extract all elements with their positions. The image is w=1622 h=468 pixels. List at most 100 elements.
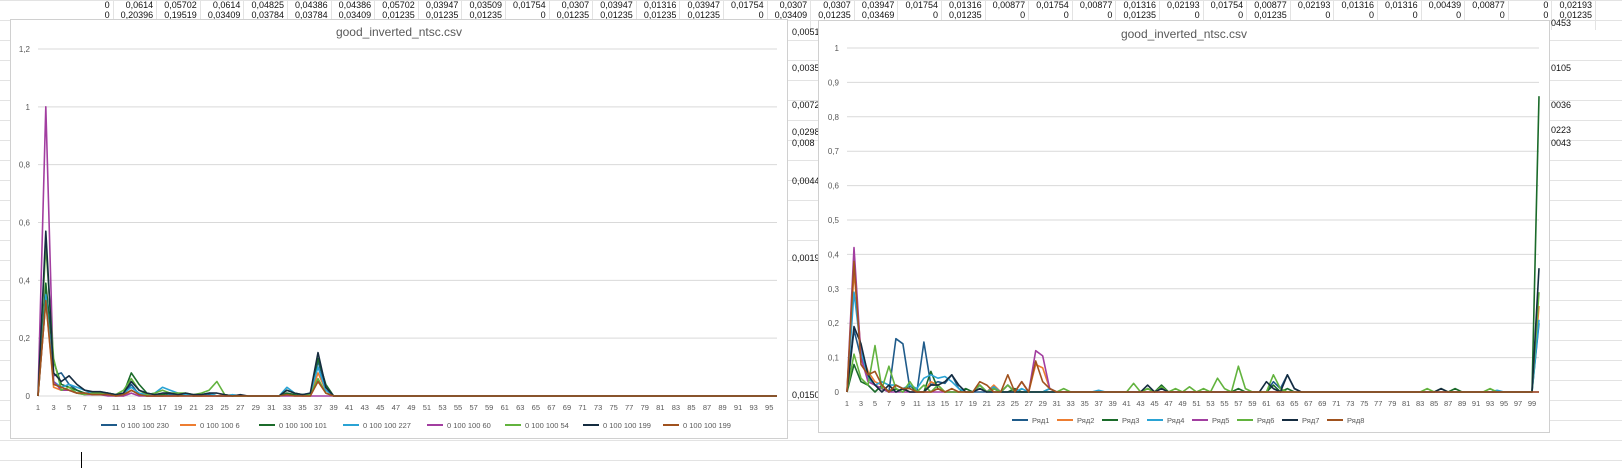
- legend-entry[interactable]: Ряд6: [1257, 416, 1274, 425]
- x-tick-label: 51: [423, 403, 431, 412]
- legend-entry[interactable]: Ряд3: [1122, 416, 1139, 425]
- sheet-cell[interactable]: 0,0019: [792, 253, 820, 263]
- sheet-cell[interactable]: 0,0051: [792, 27, 820, 37]
- x-tick-label: 45: [376, 403, 384, 412]
- x-tick-label: 33: [283, 403, 291, 412]
- x-tick-label: 87: [703, 403, 711, 412]
- x-tick-label: 19: [174, 403, 182, 412]
- series-line[interactable]: [846, 268, 1540, 393]
- x-tick-label: 39: [329, 403, 337, 412]
- series-line[interactable]: [37, 293, 777, 397]
- sheet-cell[interactable]: 0,008: [792, 138, 815, 148]
- chart-left[interactable]: good_inverted_ntsc.csv 0 0,2 0,4 0,6 0,8 1 1,2…: [10, 19, 788, 439]
- x-tick-label: 31: [1053, 399, 1061, 408]
- x-tick-label: 27: [236, 403, 244, 412]
- x-tick-label: 5: [873, 399, 877, 408]
- sheet-cell[interactable]: 0: [1509, 10, 1553, 30]
- chart-title: good_inverted_ntsc.csv: [335, 25, 463, 39]
- sheet-cell[interactable]: 0105: [1551, 63, 1572, 73]
- x-tick-label: 3: [51, 403, 55, 412]
- legend-entry[interactable]: 0 100 100 6: [200, 421, 240, 430]
- sheet-cell[interactable]: 0,0072: [792, 100, 820, 110]
- x-tick-label: 93: [749, 403, 757, 412]
- x-tick-label: 59: [485, 403, 493, 412]
- x-tick-label: 91: [734, 403, 742, 412]
- sheet-cell[interactable]: 0,0044: [792, 176, 820, 186]
- x-tick-label: 67: [1304, 399, 1312, 408]
- x-tick-label: 17: [955, 399, 963, 408]
- x-tick-label: 63: [1276, 399, 1284, 408]
- x-tick-label: 99: [1528, 399, 1536, 408]
- series-line[interactable]: [846, 96, 1540, 393]
- legend-entry[interactable]: 0 100 100 54: [525, 421, 569, 430]
- sheet-cell[interactable]: 0223: [1551, 125, 1572, 135]
- x-tick-label: 75: [609, 403, 617, 412]
- legend-entry[interactable]: 0 100 100 101: [279, 421, 327, 430]
- series-line[interactable]: [37, 299, 777, 397]
- y-tick-label: 0,6: [19, 219, 31, 228]
- x-tick-label: 23: [205, 403, 213, 412]
- series-line[interactable]: [846, 270, 1540, 393]
- x-tick-label: 57: [1234, 399, 1242, 408]
- x-tick-label: 53: [1206, 399, 1214, 408]
- legend-entry[interactable]: Ряд7: [1302, 416, 1319, 425]
- sheet-cell[interactable]: 0,0150: [792, 390, 820, 400]
- x-tick-label: 47: [392, 403, 400, 412]
- x-tick-label: 73: [1346, 399, 1354, 408]
- x-tick-label: 11: [913, 399, 921, 408]
- y-tick-label: 1: [26, 103, 31, 112]
- legend-entry[interactable]: Ряд2: [1077, 416, 1094, 425]
- x-tick-label: 95: [765, 403, 773, 412]
- x-tick-label: 81: [1402, 399, 1410, 408]
- x-tick-label: 17: [158, 403, 166, 412]
- y-tick-label: 0,8: [828, 113, 840, 122]
- x-tick-label: 77: [625, 403, 633, 412]
- chart-title: good_inverted_ntsc.csv: [1120, 27, 1248, 41]
- x-tick-label: 65: [1290, 399, 1298, 408]
- legend-entry[interactable]: Ряд4: [1167, 416, 1184, 425]
- chart-right[interactable]: good_inverted_ntsc.csv 0 0,1 0,2 0,3 0,4 0,5 0…: [818, 20, 1550, 433]
- y-tick-label: 0,2: [828, 319, 840, 328]
- legend-entry[interactable]: Ряд8: [1347, 416, 1364, 425]
- legend-entry[interactable]: 0 100 100 227: [363, 421, 411, 430]
- sheet-cell[interactable]: 0,0035: [792, 63, 820, 73]
- x-tick-label: 75: [1360, 399, 1368, 408]
- legend-entry[interactable]: 0 100 100 199: [683, 421, 731, 430]
- x-tick-label: 91: [1472, 399, 1480, 408]
- sheet-cell[interactable]: 0,03409: [768, 10, 812, 30]
- x-tick-label: 95: [1500, 399, 1508, 408]
- y-tick-label: 0,9: [828, 78, 840, 87]
- sheet-cell[interactable]: 0,0298: [792, 127, 820, 137]
- series-line[interactable]: [846, 260, 1539, 393]
- x-tick-label: 89: [718, 403, 726, 412]
- x-tick-label: 55: [1220, 399, 1228, 408]
- legend-entry[interactable]: Ряд5: [1212, 416, 1229, 425]
- sheet-cell[interactable]: 0043: [1551, 138, 1572, 148]
- legend-entry[interactable]: Ряд1: [1032, 416, 1049, 425]
- x-tick-label: 73: [594, 403, 602, 412]
- x-tick-label: 41: [1122, 399, 1130, 408]
- x-tick-label: 61: [1262, 399, 1270, 408]
- x-tick-label: 27: [1025, 399, 1033, 408]
- sheet-cell[interactable]: 0453: [1551, 18, 1572, 28]
- x-tick-label: 49: [407, 403, 415, 412]
- x-tick-label: 9: [901, 399, 905, 408]
- legend-entry[interactable]: 0 100 100 230: [121, 421, 169, 430]
- legend-entry[interactable]: 0 100 100 60: [447, 421, 491, 430]
- series-line[interactable]: [37, 299, 777, 397]
- series-line[interactable]: [37, 299, 777, 397]
- series-line[interactable]: [37, 282, 777, 397]
- x-tick-label: 79: [641, 403, 649, 412]
- x-tick-label: 65: [532, 403, 540, 412]
- series-line[interactable]: [846, 246, 1539, 393]
- y-tick-label: 0,2: [19, 334, 31, 343]
- series-line[interactable]: [37, 244, 777, 397]
- legend-entry[interactable]: 0 100 100 199: [603, 421, 651, 430]
- sheet-cell[interactable]: 0036: [1551, 100, 1572, 110]
- series-line[interactable]: [37, 106, 777, 397]
- x-tick-label: 39: [1108, 399, 1116, 408]
- x-tick-label: 59: [1248, 399, 1256, 408]
- x-tick-label: 1: [845, 399, 849, 408]
- series-line[interactable]: [37, 230, 777, 397]
- sheet-cell[interactable]: 0,01235: [1552, 10, 1596, 30]
